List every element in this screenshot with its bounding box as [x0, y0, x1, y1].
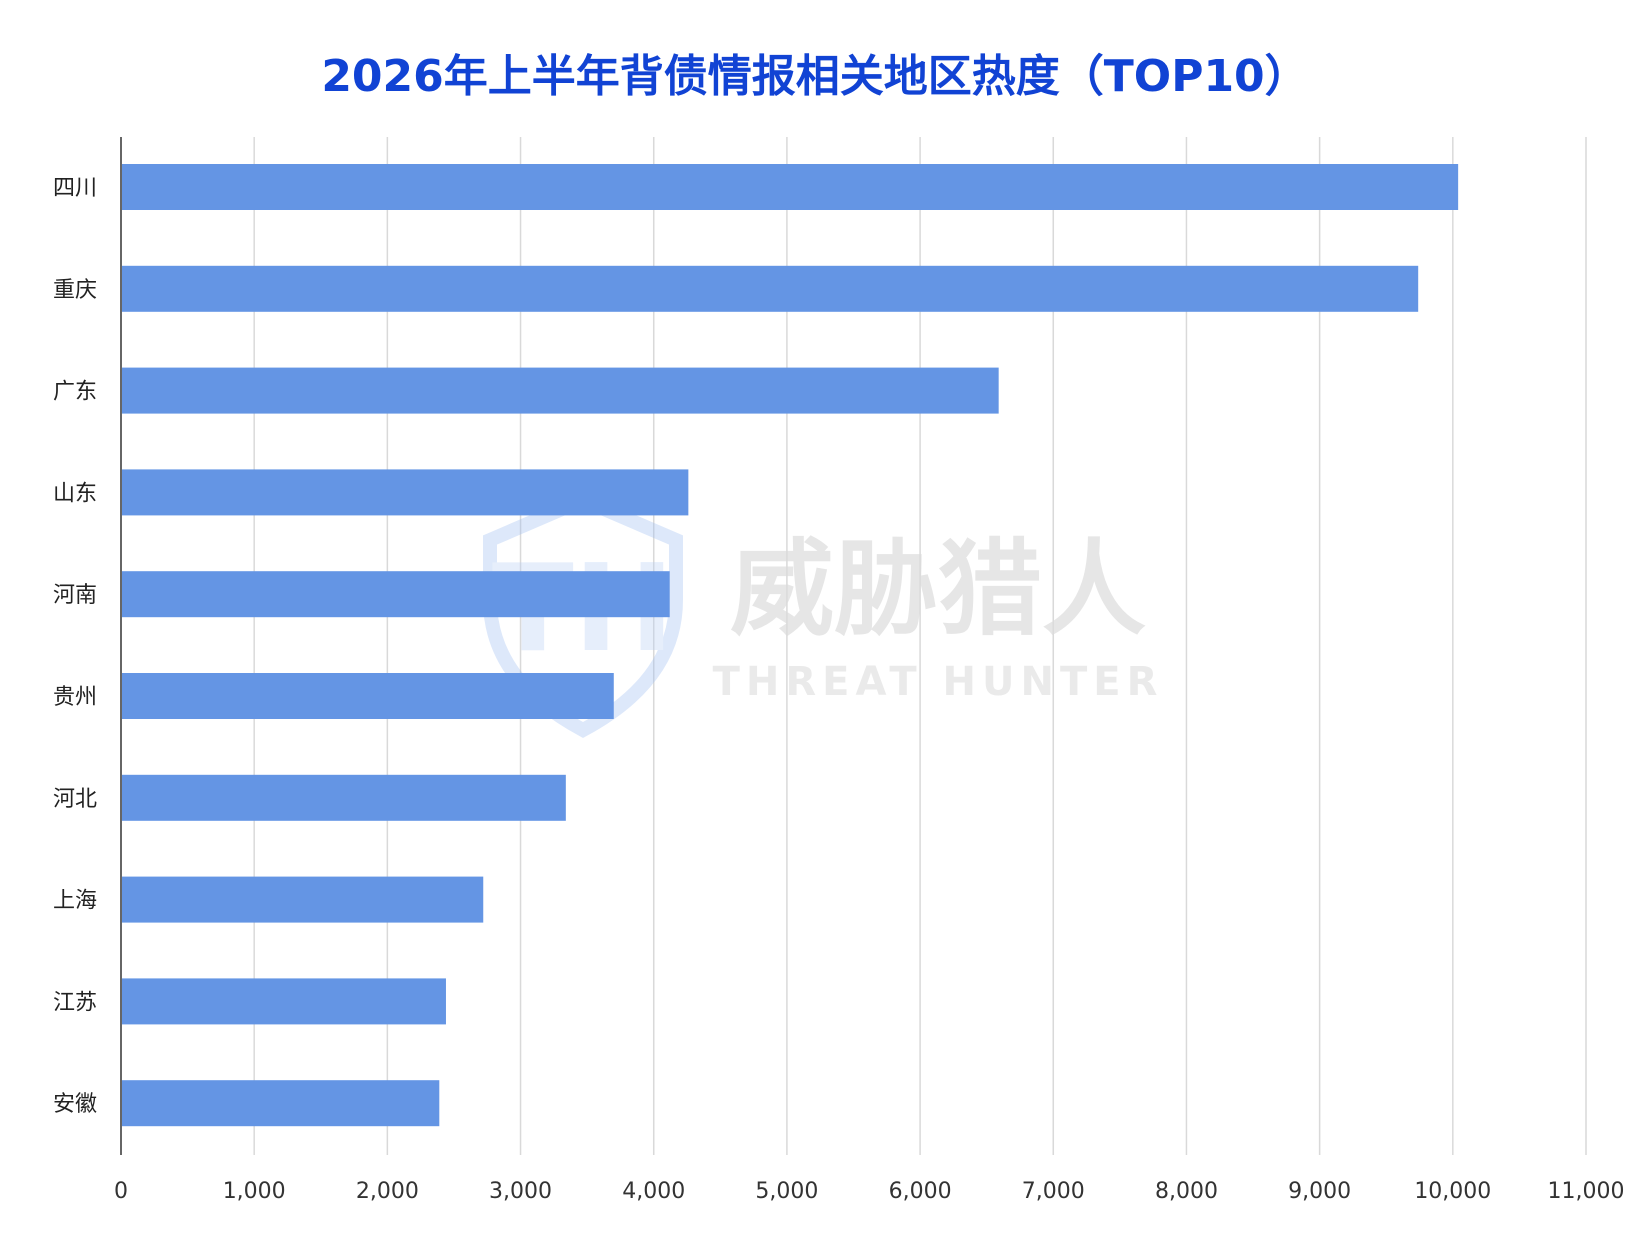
bar: [121, 673, 614, 719]
bar: [121, 469, 689, 516]
category-label: 河南: [53, 583, 97, 608]
x-tick-label: 11,000: [1548, 1179, 1625, 1204]
x-tick-label: 5,000: [755, 1179, 818, 1204]
x-tick-label: 3,000: [489, 1179, 552, 1204]
x-tick-label: 8,000: [1155, 1179, 1218, 1204]
x-tick-label: 7,000: [1022, 1179, 1085, 1204]
x-tick-label: 10,000: [1414, 1179, 1491, 1204]
category-label: 贵州: [53, 685, 97, 710]
category-label: 上海: [53, 889, 97, 914]
category-label: 安徽: [53, 1092, 97, 1117]
watermark-brand-en: THREAT HUNTER: [713, 659, 1164, 705]
bar: [121, 367, 999, 414]
bar: [121, 164, 1459, 210]
x-tick-label: 2,000: [356, 1179, 419, 1204]
category-label: 江苏: [53, 990, 97, 1015]
x-tick-label: 0: [114, 1179, 128, 1204]
x-tick-labels: 0 1,000 2,000 3,000 4,000 5,000 6,000 7,000 8,00…: [114, 1179, 1624, 1204]
category-label: 河北: [53, 787, 97, 812]
bar: [121, 1080, 440, 1127]
bar: [121, 571, 670, 618]
bar: [121, 876, 484, 923]
watermark-brand-cn: 威胁猎人: [730, 528, 1146, 650]
chart-title: 2026年上半年背债情报相关地区热度（TOP10）: [321, 51, 1309, 102]
bar: [121, 265, 1419, 312]
category-label: 山东: [53, 481, 97, 506]
x-tick-label: 9,000: [1288, 1179, 1351, 1204]
x-tick-label: 1,000: [223, 1179, 286, 1204]
x-tick-label: 6,000: [889, 1179, 952, 1204]
category-label: 广东: [53, 380, 97, 405]
category-label: 重庆: [53, 278, 97, 303]
category-label: 四川: [53, 176, 97, 201]
x-tick-label: 4,000: [622, 1179, 685, 1204]
bars: [121, 164, 1459, 1127]
bar: [121, 774, 566, 821]
bar: [121, 978, 446, 1025]
